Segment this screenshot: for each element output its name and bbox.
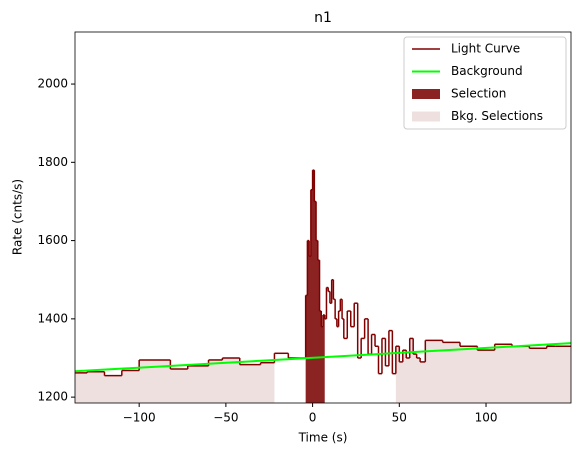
y-axis-label: Rate (cnts/s): [11, 179, 25, 255]
y-tick-label: 1800: [37, 155, 68, 169]
chart-title: n1: [314, 10, 332, 26]
x-axis-label: Time (s): [298, 431, 348, 445]
step-riser: [86, 170, 548, 376]
y-tick-label: 2000: [37, 77, 68, 91]
axes-frame: [74, 31, 572, 404]
x-tick-label: 50: [392, 411, 407, 425]
bkg-selection: [75, 357, 275, 403]
legend-label: Background: [451, 64, 523, 78]
legend-swatch: [412, 111, 440, 122]
x-tick-label: −100: [123, 411, 156, 425]
legend-label: Selection: [451, 87, 506, 101]
legend-label: Bkg. Selections: [451, 109, 543, 123]
x-tick-label: 0: [309, 411, 317, 425]
y-tick-label: 1200: [37, 390, 68, 404]
x-tick-label: −50: [213, 411, 238, 425]
y-tick-label: 1400: [37, 311, 68, 325]
background-line: [75, 342, 571, 373]
legend-box: [403, 36, 567, 130]
plot-area: [75, 169, 571, 403]
legend-swatch: [412, 89, 440, 99]
legend-label: Light Curve: [451, 42, 520, 56]
y-tick-label: 1600: [37, 233, 68, 247]
x-tick-label: 100: [475, 411, 498, 425]
selection: [305, 170, 325, 403]
bkg-selection: [395, 338, 571, 403]
axes: −100 −50 0 50 100 1200 1400 1600 1800 2000: [37, 77, 497, 425]
legend: Light Curve Background Selection Bkg. Selec…: [403, 36, 567, 130]
